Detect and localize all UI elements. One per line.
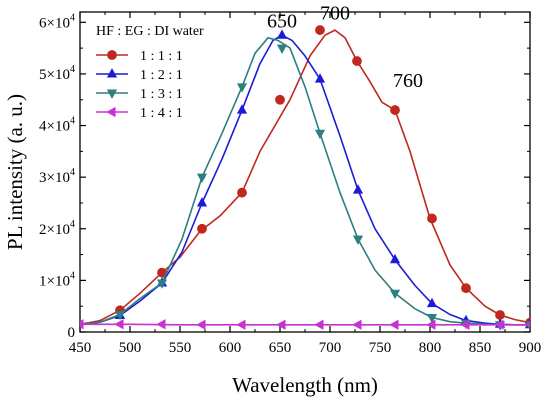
x-tick-label: 900 <box>519 340 542 356</box>
y-tick-label: 6×104 <box>39 12 75 31</box>
data-point <box>352 56 362 66</box>
data-point <box>237 187 247 198</box>
data-point <box>276 44 288 54</box>
legend-label: 1 : 1 : 1 <box>140 49 183 64</box>
data-point <box>495 310 505 320</box>
data-point <box>80 319 84 330</box>
legend-label: 1 : 4 : 1 <box>140 106 183 121</box>
data-point <box>461 283 471 294</box>
data-point <box>426 314 438 324</box>
y-tick-label: 5×104 <box>39 64 75 83</box>
y-tick-label: 0 <box>68 325 76 341</box>
data-point <box>114 319 124 330</box>
legend-marker <box>106 106 116 118</box>
series-1 <box>80 25 530 328</box>
data-point <box>314 319 324 330</box>
series-line <box>80 323 530 326</box>
x-tick-label: 700 <box>319 340 342 356</box>
data-point <box>196 173 208 183</box>
data-point <box>460 319 470 330</box>
data-point <box>196 319 206 330</box>
legend-label: 1 : 2 : 1 <box>140 68 183 83</box>
legend-marker <box>106 68 118 78</box>
x-tick-label: 600 <box>219 340 242 356</box>
data-point <box>275 94 285 105</box>
data-point <box>314 73 326 83</box>
series-line <box>80 37 530 326</box>
data-point <box>314 129 326 140</box>
peak-annotation: 700 <box>320 3 350 25</box>
legend-marker <box>106 89 118 99</box>
data-point <box>426 319 436 330</box>
data-point <box>114 310 126 321</box>
data-point <box>389 253 401 264</box>
data-point <box>390 105 400 115</box>
x-tick-label: 450 <box>69 340 92 356</box>
x-tick-label: 850 <box>469 340 492 356</box>
series-4 <box>80 319 530 330</box>
peak-annotation: 760 <box>393 70 423 92</box>
data-point <box>389 289 401 300</box>
legend-marker <box>107 50 117 60</box>
y-tick-label: 4×104 <box>39 116 75 135</box>
data-point <box>196 197 208 207</box>
series-line <box>80 34 530 326</box>
legend: HF : EG : DI water 1 : 1 : 1 1 : 2 : 1 1 : … <box>96 24 204 121</box>
y-tick-label: 3×104 <box>39 167 75 186</box>
y-axis-title: PL intensity (a. u.) <box>3 94 27 250</box>
legend-label: 1 : 3 : 1 <box>140 87 183 102</box>
data-point <box>156 279 168 289</box>
data-point <box>494 319 504 330</box>
data-point <box>156 319 166 330</box>
data-point <box>524 321 530 328</box>
series-line <box>80 29 530 326</box>
x-tick-label: 500 <box>119 340 142 356</box>
x-tick-label: 800 <box>419 340 442 356</box>
data-point <box>276 319 286 330</box>
data-point <box>426 297 438 308</box>
plot-area <box>80 25 530 331</box>
peak-annotation: 650 <box>267 10 297 32</box>
data-point <box>236 104 248 114</box>
x-tick-label: 650 <box>269 340 292 356</box>
data-point <box>352 184 364 194</box>
x-axis-title: Wavelength (nm) <box>232 373 378 397</box>
data-point <box>197 223 207 234</box>
data-point <box>236 319 246 330</box>
legend-title: HF : EG : DI water <box>96 24 204 39</box>
y-tick-label: 1×104 <box>39 270 75 289</box>
y-tick-label: 2×104 <box>39 219 75 238</box>
data-point <box>236 83 248 93</box>
x-tick-label: 550 <box>169 340 192 356</box>
data-point <box>389 319 399 330</box>
x-tick-label: 750 <box>369 340 392 356</box>
data-point <box>315 25 325 35</box>
data-point <box>352 319 362 330</box>
data-point <box>276 29 288 39</box>
data-point <box>352 235 364 245</box>
data-point <box>427 213 437 224</box>
